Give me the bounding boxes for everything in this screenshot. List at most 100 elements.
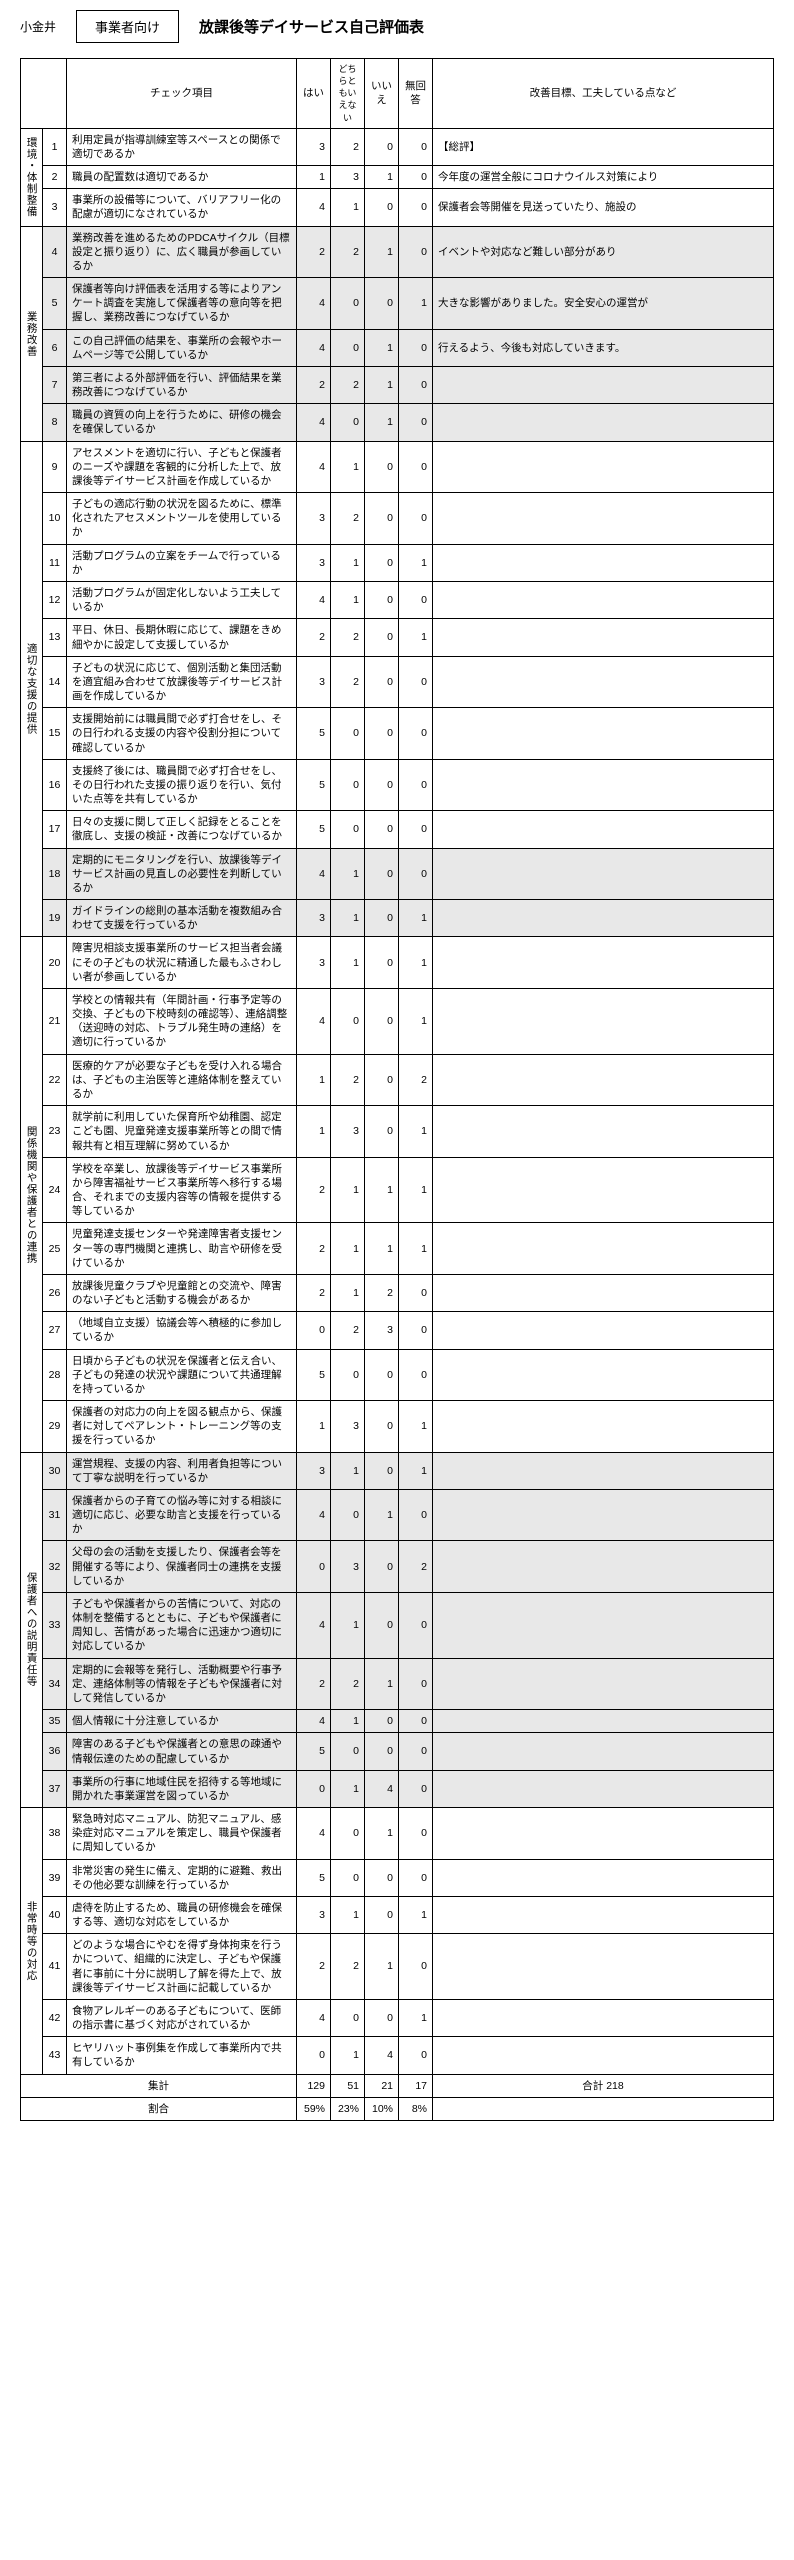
comment-cell [433, 1157, 774, 1223]
table-row: 12活動プログラムが固定化しないよう工夫しているか4100 [21, 582, 774, 619]
value-cell: 1 [331, 544, 365, 581]
comment-cell: 保護者会等開催を見送っていたり、施設の [433, 189, 774, 226]
comment-cell [433, 1274, 774, 1311]
check-item: 放課後児童クラブや児童館との交流や、障害のない子どもと活動する機会があるか [67, 1274, 297, 1311]
comment-cell [433, 1999, 774, 2036]
value-cell: 3 [331, 1541, 365, 1593]
row-number: 32 [43, 1541, 67, 1593]
value-cell: 0 [365, 1541, 399, 1593]
value-cell: 0 [365, 1710, 399, 1733]
table-row: 21学校との情報共有（年間計画・行事予定等の交換、子どもの下校時刻の確認等）、連… [21, 988, 774, 1054]
table-row: 適切な支援の提供9アセスメントを適切に行い、子どもと保護者のニーズや課題を客観的… [21, 441, 774, 493]
value-cell: 1 [399, 1452, 433, 1489]
table-row: 16支援終了後には、職員間で必ず打合せをし、その日行われた支援の振り返りを行い、… [21, 759, 774, 811]
value-cell: 0 [365, 582, 399, 619]
comment-cell [433, 1106, 774, 1158]
value-cell: 2 [331, 656, 365, 708]
check-item: 活動プログラムが固定化しないよう工夫しているか [67, 582, 297, 619]
value-cell: 0 [399, 166, 433, 189]
value-cell: 2 [331, 1312, 365, 1349]
check-item: 子どもの状況に応じて、個別活動と集団活動を適宜組み合わせて放課後等デイサービス計… [67, 656, 297, 708]
value-cell: 4 [297, 1489, 331, 1541]
value-cell: 1 [365, 366, 399, 403]
comment-cell [433, 656, 774, 708]
table-row: 23就学前に利用していた保育所や幼稚園、認定こども園、児童発達支援事業所等との間… [21, 1106, 774, 1158]
value-cell: 0 [331, 811, 365, 848]
category-label: 業務改善 [21, 226, 43, 441]
value-cell: 0 [399, 329, 433, 366]
table-row: 2職員の配置数は適切であるか1310今年度の運営全般にコロナウイルス対策により [21, 166, 774, 189]
value-cell: 0 [399, 1349, 433, 1401]
row-number: 28 [43, 1349, 67, 1401]
check-item: 医療的ケアが必要な子どもを受け入れる場合は、子どもの主治医等と連絡体制を整えてい… [67, 1054, 297, 1106]
comment-cell [433, 1054, 774, 1106]
row-number: 5 [43, 278, 67, 330]
value-cell: 4 [297, 441, 331, 493]
comment-cell [433, 1733, 774, 1770]
value-cell: 0 [399, 759, 433, 811]
table-row: 41どのような場合にやむを得ず身体拘束を行うかについて、組織的に決定し、子どもや… [21, 1934, 774, 2000]
value-cell: 0 [399, 128, 433, 165]
value-cell: 1 [399, 278, 433, 330]
row-number: 25 [43, 1223, 67, 1275]
value-cell: 1 [365, 404, 399, 441]
value-cell: 0 [365, 900, 399, 937]
check-item: 子どもや保護者からの苦情について、対応の体制を整備するとともに、子どもや保護者に… [67, 1592, 297, 1658]
comment-cell: 【総評】 [433, 128, 774, 165]
value-cell: 0 [399, 1274, 433, 1311]
value-cell: 0 [365, 848, 399, 900]
value-cell: 2 [331, 366, 365, 403]
value-cell: 0 [297, 1541, 331, 1593]
comment-cell [433, 1658, 774, 1710]
row-number: 36 [43, 1733, 67, 1770]
value-cell: 1 [331, 1710, 365, 1733]
table-row: 42食物アレルギーのある子どもについて、医師の指示書に基づく対応がされているか4… [21, 1999, 774, 2036]
col-no: いいえ [365, 59, 399, 129]
comment-cell [433, 937, 774, 989]
table-row: 31保護者からの子育ての悩み等に対する相談に適切に応じ、必要な助言と支援を行って… [21, 1489, 774, 1541]
value-cell: 2 [297, 1658, 331, 1710]
value-cell: 2 [297, 366, 331, 403]
value-cell: 1 [399, 900, 433, 937]
comment-cell [433, 900, 774, 937]
comment-cell [433, 1541, 774, 1593]
value-cell: 1 [331, 441, 365, 493]
comment-cell [433, 544, 774, 581]
value-cell: 3 [297, 900, 331, 937]
value-cell: 1 [331, 900, 365, 937]
value-cell: 3 [297, 493, 331, 545]
value-cell: 0 [399, 1770, 433, 1807]
check-item: 父母の会の活動を支援したり、保護者会等を開催する等により、保護者同士の連携を支援… [67, 1541, 297, 1593]
value-cell: 4 [297, 278, 331, 330]
row-number: 20 [43, 937, 67, 989]
value-cell: 2 [399, 1054, 433, 1106]
header: 小金井 事業者向け 放課後等デイサービス自己評価表 [20, 10, 774, 43]
value-cell: 0 [297, 2037, 331, 2074]
value-cell: 1 [331, 1274, 365, 1311]
value-cell: 0 [399, 656, 433, 708]
comment-cell [433, 759, 774, 811]
value-cell: 0 [399, 1859, 433, 1896]
row-number: 9 [43, 441, 67, 493]
table-row: 10子どもの適応行動の状況を図るために、標準化されたアセスメントツールを使用して… [21, 493, 774, 545]
table-row: 22 医療的ケアが必要な子どもを受け入れる場合は、子どもの主治医等と連絡体制を整え… [21, 1054, 774, 1106]
col-neither: どちらともいえない [331, 59, 365, 129]
comment-cell [433, 1401, 774, 1453]
table-row: 非常時等の対応38緊急時対応マニュアル、防犯マニュアル、感染症対応マニュアルを策… [21, 1808, 774, 1860]
check-item: 第三者による外部評価を行い、評価結果を業務改善につなげているか [67, 366, 297, 403]
comment-cell [433, 1859, 774, 1896]
value-cell: 2 [331, 1054, 365, 1106]
comment-cell: イベントや対応など難しい部分があり [433, 226, 774, 278]
value-cell: 2 [297, 1274, 331, 1311]
table-row: 37事業所の行事に地域住民を招待する等地域に開かれた事業運営を図っているか014… [21, 1770, 774, 1807]
row-number: 21 [43, 988, 67, 1054]
value-cell: 1 [331, 1770, 365, 1807]
row-number: 24 [43, 1157, 67, 1223]
category-label: 保護者への説明責任等 [21, 1452, 43, 1807]
value-cell: 4 [297, 582, 331, 619]
value-cell: 1 [399, 937, 433, 989]
table-row: 32父母の会の活動を支援したり、保護者会等を開催する等により、保護者同士の連携を… [21, 1541, 774, 1593]
col-improve: 改善目標、工夫している点など [433, 59, 774, 129]
row-number: 17 [43, 811, 67, 848]
value-cell: 0 [399, 1733, 433, 1770]
